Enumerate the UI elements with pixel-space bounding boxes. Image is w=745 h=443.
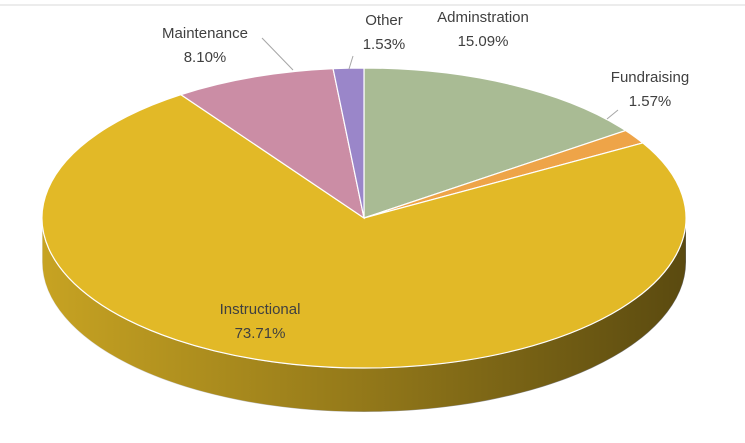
- category-label: Adminstration: [437, 9, 529, 26]
- value-label: 73.71%: [235, 325, 286, 342]
- leader-line: [261, 37, 294, 71]
- category-label: Fundraising: [611, 69, 689, 86]
- slice: [41, 93, 687, 369]
- slice: [332, 67, 365, 219]
- category-label: Maintenance: [162, 25, 248, 42]
- value-label: 1.57%: [629, 93, 672, 110]
- slice: [179, 68, 365, 220]
- pie-labels: Adminstration 15.09% Fundraising 1.57% Instr…: [162, 9, 689, 342]
- slice: [363, 67, 627, 219]
- leader-line: [606, 109, 619, 120]
- value-label: 1.53%: [363, 36, 406, 53]
- pie-tops: [41, 67, 687, 369]
- value-label: 8.10%: [184, 49, 227, 66]
- leader-line: [348, 55, 354, 70]
- category-label: Instructional: [220, 301, 301, 318]
- value-label: 15.09%: [458, 33, 509, 50]
- category-label: Other: [365, 12, 403, 29]
- slice-side-shade: [42, 218, 686, 412]
